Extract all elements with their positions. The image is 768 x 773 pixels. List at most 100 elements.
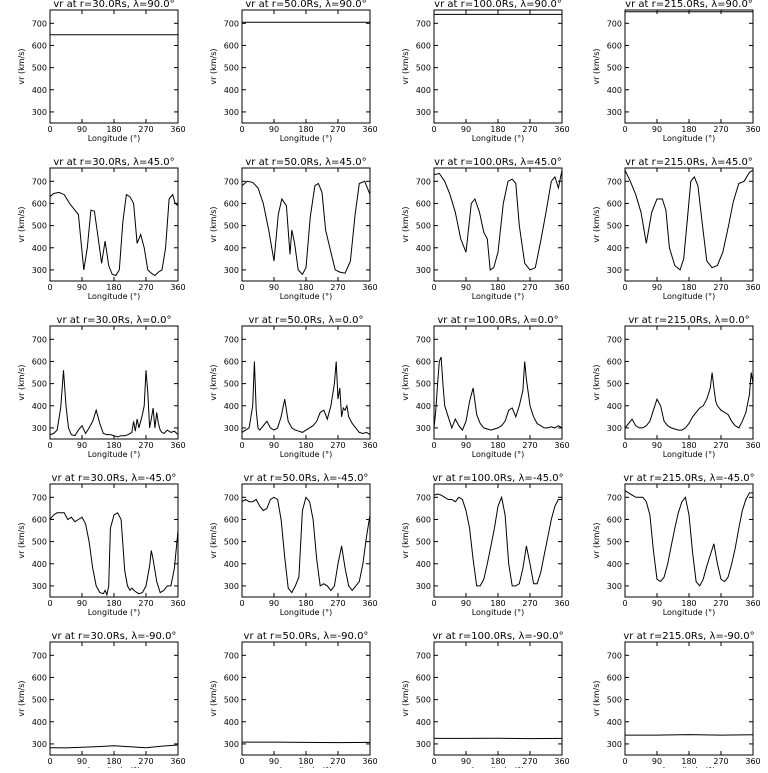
y-tick-label: 700 — [607, 335, 622, 344]
x-axis-label: Longitude (°) — [663, 292, 716, 301]
y-tick-label: 300 — [32, 266, 47, 275]
y-tick-label: 700 — [32, 19, 47, 28]
x-tick-label: 270 — [138, 441, 153, 450]
x-axis-label: Longitude (°) — [472, 134, 525, 143]
y-tick-label: 700 — [32, 335, 47, 344]
panel-title: vr at r=215.0Rs, λ=45.0° — [625, 157, 753, 168]
x-tick-label: 270 — [713, 757, 728, 766]
y-tick-label: 300 — [32, 424, 47, 433]
y-tick-label: 400 — [416, 560, 431, 569]
y-axis-label: vr (km/s) — [592, 680, 601, 716]
x-tick-label: 0 — [47, 125, 52, 134]
y-axis-label: vr (km/s) — [592, 364, 601, 400]
y-tick-label: 300 — [607, 424, 622, 433]
y-tick-label: 700 — [224, 651, 239, 660]
x-tick-label: 360 — [745, 757, 760, 766]
x-tick-label: 90 — [461, 599, 471, 608]
y-tick-label: 600 — [416, 357, 431, 366]
y-tick-label: 300 — [224, 424, 239, 433]
y-tick-label: 600 — [32, 357, 47, 366]
y-tick-label: 500 — [607, 538, 622, 547]
y-tick-label: 300 — [32, 582, 47, 591]
x-tick-label: 90 — [77, 283, 87, 292]
x-axis-label: Longitude (°) — [280, 608, 333, 617]
series-line — [242, 742, 370, 743]
y-tick-label: 500 — [224, 696, 239, 705]
x-tick-label: 90 — [77, 599, 87, 608]
y-tick-label: 300 — [607, 266, 622, 275]
panel-title: vr at r=30.0Rs, λ=90.0° — [53, 0, 174, 10]
x-tick-label: 90 — [461, 125, 471, 134]
y-tick-label: 500 — [32, 222, 47, 231]
y-tick-label: 600 — [224, 199, 239, 208]
x-tick-label: 360 — [170, 757, 185, 766]
y-tick-label: 500 — [32, 538, 47, 547]
y-tick-label: 300 — [416, 266, 431, 275]
x-tick-label: 270 — [138, 757, 153, 766]
plot-frame — [434, 10, 562, 123]
y-tick-label: 300 — [224, 266, 239, 275]
series-line — [242, 181, 370, 274]
y-tick-label: 400 — [224, 718, 239, 727]
y-tick-label: 600 — [607, 41, 622, 50]
y-tick-label: 300 — [416, 108, 431, 117]
y-tick-label: 400 — [607, 402, 622, 411]
x-tick-label: 90 — [461, 757, 471, 766]
plot-frame — [50, 168, 178, 281]
x-tick-label: 180 — [681, 125, 696, 134]
x-tick-label: 180 — [106, 283, 121, 292]
x-tick-label: 270 — [138, 283, 153, 292]
y-tick-label: 300 — [607, 740, 622, 749]
y-axis-label: vr (km/s) — [17, 48, 26, 84]
x-tick-label: 270 — [330, 599, 345, 608]
plot-frame — [434, 326, 562, 439]
plot-frame — [434, 168, 562, 281]
panel-title: vr at r=215.0Rs, λ=0.0° — [628, 315, 749, 326]
x-tick-label: 270 — [522, 441, 537, 450]
y-tick-label: 500 — [224, 64, 239, 73]
y-tick-label: 300 — [416, 740, 431, 749]
x-tick-label: 360 — [745, 283, 760, 292]
y-tick-label: 500 — [224, 380, 239, 389]
x-axis-label: Longitude (°) — [88, 450, 141, 459]
x-tick-label: 180 — [298, 441, 313, 450]
x-tick-label: 360 — [362, 757, 377, 766]
plot-frame — [50, 326, 178, 439]
y-tick-label: 700 — [32, 651, 47, 660]
y-tick-label: 500 — [607, 222, 622, 231]
plot-frame — [242, 484, 370, 597]
y-tick-label: 700 — [32, 493, 47, 502]
x-tick-label: 270 — [713, 125, 728, 134]
x-axis-label: Longitude (°) — [663, 450, 716, 459]
y-tick-label: 500 — [416, 64, 431, 73]
y-tick-label: 300 — [224, 740, 239, 749]
y-tick-label: 500 — [32, 380, 47, 389]
panel-title: vr at r=100.0Rs, λ=-45.0° — [432, 473, 563, 484]
x-tick-label: 270 — [713, 599, 728, 608]
x-tick-label: 360 — [362, 599, 377, 608]
y-tick-label: 400 — [224, 402, 239, 411]
y-tick-label: 600 — [32, 673, 47, 682]
y-tick-label: 400 — [224, 244, 239, 253]
x-tick-label: 0 — [239, 599, 244, 608]
x-tick-label: 0 — [239, 441, 244, 450]
y-tick-label: 600 — [224, 41, 239, 50]
x-tick-label: 90 — [652, 441, 662, 450]
panel-title: vr at r=50.0Rs, λ=-90.0° — [244, 631, 369, 642]
x-tick-label: 0 — [431, 441, 436, 450]
x-tick-label: 90 — [269, 599, 279, 608]
y-tick-label: 700 — [416, 177, 431, 186]
x-tick-label: 180 — [490, 441, 505, 450]
y-tick-label: 700 — [416, 19, 431, 28]
x-tick-label: 0 — [622, 283, 627, 292]
y-tick-label: 700 — [607, 19, 622, 28]
x-axis-label: Longitude (°) — [280, 134, 333, 143]
x-tick-label: 180 — [106, 599, 121, 608]
